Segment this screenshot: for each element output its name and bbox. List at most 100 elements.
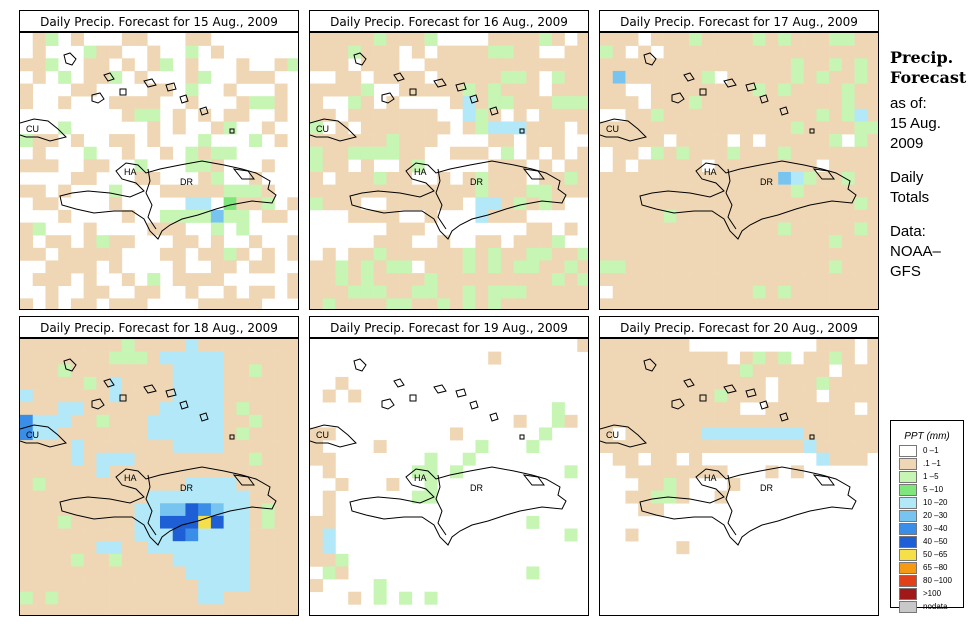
precip-cell: [638, 172, 652, 185]
precip-cell: [676, 478, 690, 491]
precip-cell: [790, 364, 804, 378]
precip-cell: [185, 591, 199, 605]
precip-cell: [45, 427, 59, 441]
precip-cell: [488, 58, 502, 72]
precip-cell: [867, 414, 878, 428]
precip-cell: [236, 247, 250, 261]
precip-cell: [96, 339, 110, 352]
precip-cell: [236, 427, 250, 441]
precip-cell: [236, 184, 250, 198]
precip-cell: [424, 478, 438, 491]
precip-cell: [475, 70, 489, 84]
precip-cell: [360, 184, 374, 198]
precip-cell: [147, 364, 161, 378]
precip-cell: [867, 121, 878, 135]
legend: PPT (mm) 0 –1.1 –1 1 –5 5 –10 10 –20 20 –30 3…: [890, 420, 964, 613]
precip-cell: [488, 247, 502, 261]
precip-cell: [539, 260, 553, 274]
cuba-coastline: [310, 424, 357, 448]
precip-cell: [83, 235, 97, 249]
sidebar-title-line2: Forecast: [890, 68, 967, 87]
precip-cell: [689, 298, 703, 309]
precip-cell: [740, 172, 754, 185]
precip-cell: [475, 172, 489, 185]
precip-cell: [160, 591, 174, 605]
precip-cell: [500, 146, 514, 160]
precip-cell: [310, 553, 324, 567]
precip-cell: [172, 490, 186, 504]
precip-cell: [564, 45, 578, 59]
precip-cell: [386, 33, 400, 46]
precip-cell: [752, 146, 766, 160]
precip-cell: [185, 273, 199, 287]
precip-cell: [676, 121, 690, 135]
precip-cell: [424, 33, 438, 46]
precip-cell: [20, 58, 34, 72]
precip-cell: [185, 579, 199, 593]
precip-cell: [526, 134, 540, 148]
precip-cell: [210, 566, 224, 580]
precip-cell: [676, 339, 690, 352]
precip-cell: [701, 184, 715, 198]
legend-label: 20 –30: [923, 511, 948, 520]
precip-cell: [612, 273, 626, 287]
precip-cell: [867, 260, 878, 274]
precip-cell: [803, 247, 817, 261]
precip-cell: [335, 159, 349, 173]
precip-cell: [625, 452, 639, 466]
precip-cell: [274, 591, 288, 605]
precip-cell: [638, 58, 652, 72]
precip-cell: [803, 146, 817, 160]
precip-cell: [335, 273, 349, 287]
precip-cell: [198, 364, 212, 378]
precip-map: CU HA DR: [599, 338, 879, 616]
precip-cell: [134, 579, 148, 593]
precip-cell: [663, 172, 677, 185]
precip-cell: [816, 96, 830, 110]
island-outline: [699, 88, 707, 96]
precip-cell: [462, 260, 476, 274]
precip-cell: [236, 58, 250, 72]
legend-swatch: [899, 562, 917, 574]
precip-cell: [373, 579, 387, 593]
precip-cell: [198, 33, 212, 46]
precip-cell: [386, 285, 400, 299]
precip-cell: [58, 389, 72, 403]
precip-map: CU HA DR: [599, 32, 879, 310]
precip-cell: [322, 465, 336, 479]
island-outline: [393, 378, 405, 388]
island-outline: [519, 434, 525, 440]
precip-cell: [727, 414, 741, 428]
precip-cell: [600, 376, 614, 390]
precip-cell: [348, 260, 362, 274]
precip-cell: [360, 209, 374, 223]
island-outline: [232, 168, 255, 180]
precip-cell: [551, 414, 565, 428]
precip-cell: [803, 235, 817, 249]
precip-cell: [450, 45, 464, 59]
precip-cell: [70, 515, 84, 529]
precip-cell: [121, 503, 135, 517]
precip-cell: [70, 247, 84, 261]
precip-cell: [96, 427, 110, 441]
precip-cell: [526, 440, 540, 454]
precip-cell: [109, 376, 123, 390]
precip-cell: [20, 452, 34, 466]
legend-swatch: [899, 588, 917, 600]
precip-cell: [803, 273, 817, 287]
precip-cell: [740, 96, 754, 110]
precip-cell: [625, 197, 639, 211]
precip-cell: [790, 402, 804, 416]
precip-cell: [867, 184, 878, 198]
precip-cell: [236, 389, 250, 403]
precip-cell: [121, 515, 135, 529]
precip-cell: [714, 146, 728, 160]
precip-cell: [663, 298, 677, 309]
precip-cell: [638, 235, 652, 249]
precip-cell: [600, 58, 614, 72]
precip-cell: [841, 427, 855, 441]
precip-cell: [373, 273, 387, 287]
precip-cell: [462, 58, 476, 72]
precip-cell: [752, 389, 766, 403]
precip-cell: [663, 235, 677, 249]
